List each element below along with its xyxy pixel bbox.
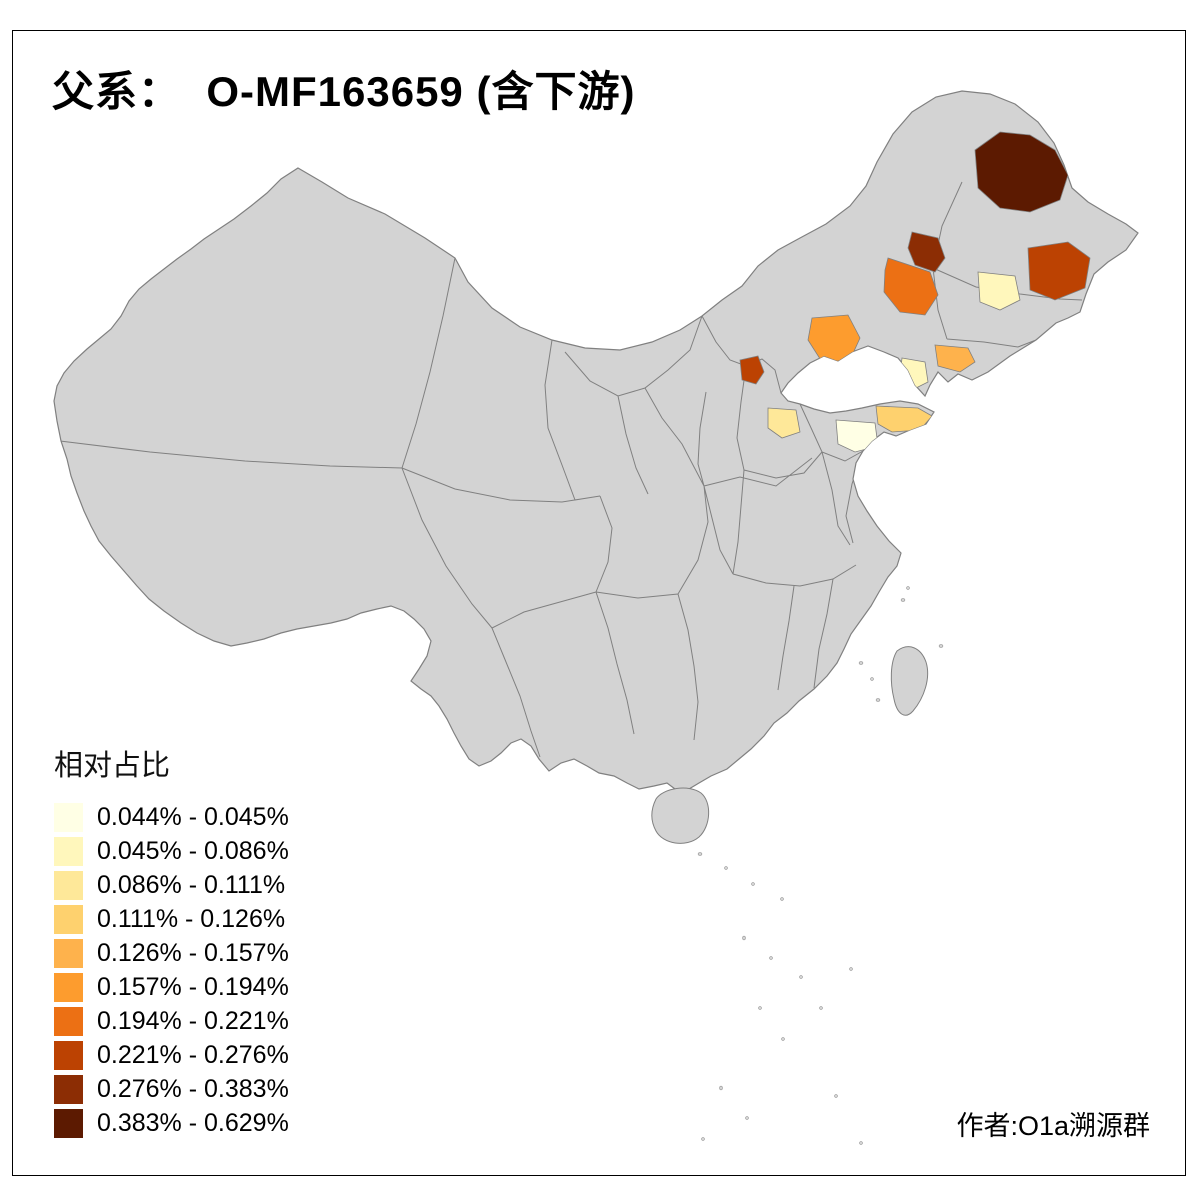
map-region-jilin-west (883, 257, 939, 316)
province-borders (59, 181, 1083, 758)
legend-item: 0.276% - 0.383% (54, 1072, 289, 1106)
legend-swatch (54, 802, 83, 832)
legend-item: 0.194% - 0.221% (54, 1004, 289, 1038)
map-region-jilin-east (1027, 241, 1091, 301)
legend: 相对占比 0.044% - 0.045% 0.045% - 0.086% 0.0… (54, 742, 289, 1140)
legend-item: 0.044% - 0.045% (54, 800, 289, 834)
legend-item: 0.221% - 0.276% (54, 1038, 289, 1072)
legend-label: 0.045% - 0.086% (97, 836, 289, 865)
map-region-heilongjiang-north (974, 131, 1069, 213)
legend-item: 0.086% - 0.111% (54, 868, 289, 902)
legend-item: 0.045% - 0.086% (54, 834, 289, 868)
china-outline (53, 90, 1139, 797)
legend-title: 相对占比 (54, 750, 171, 782)
legend-swatch (54, 1108, 83, 1138)
page-title: 父系： O-MF163659 (含下游) (52, 68, 636, 115)
legend-label: 0.086% - 0.111% (97, 870, 286, 899)
map-region-jilin-central (977, 271, 1021, 311)
hainan-island (651, 787, 710, 844)
legend-swatch (54, 972, 83, 1002)
legend-swatch (54, 938, 83, 968)
author-credit: 作者:O1a溯源群 (956, 1111, 1150, 1141)
legend-label: 0.276% - 0.383% (97, 1074, 289, 1103)
taiwan-island (890, 646, 929, 716)
legend-label: 0.044% - 0.045% (97, 802, 289, 831)
legend-swatch (54, 870, 83, 900)
legend-swatch (54, 1006, 83, 1036)
legend-item: 0.111% - 0.126% (54, 902, 289, 936)
legend-item: 0.383% - 0.629% (54, 1106, 289, 1140)
legend-label: 0.221% - 0.276% (97, 1040, 289, 1069)
map-region-inner-mongolia-northeast (907, 231, 946, 273)
legend-label: 0.157% - 0.194% (97, 972, 289, 1001)
legend-swatch (54, 904, 83, 934)
legend-item: 0.126% - 0.157% (54, 936, 289, 970)
legend-label: 0.383% - 0.629% (97, 1108, 289, 1137)
map-region-liaoning-coast (934, 344, 976, 373)
map-region-hebei-tianjin (767, 407, 801, 439)
legend-label: 0.126% - 0.157% (97, 938, 289, 967)
map-region-beijing (739, 355, 765, 385)
small-islands (697, 586, 944, 1145)
legend-swatch (54, 1074, 83, 1104)
legend-item: 0.157% - 0.194% (54, 970, 289, 1004)
legend-label: 0.194% - 0.221% (97, 1006, 289, 1035)
legend-label: 0.111% - 0.126% (97, 904, 286, 933)
legend-swatch (54, 836, 83, 866)
legend-swatch (54, 1040, 83, 1070)
